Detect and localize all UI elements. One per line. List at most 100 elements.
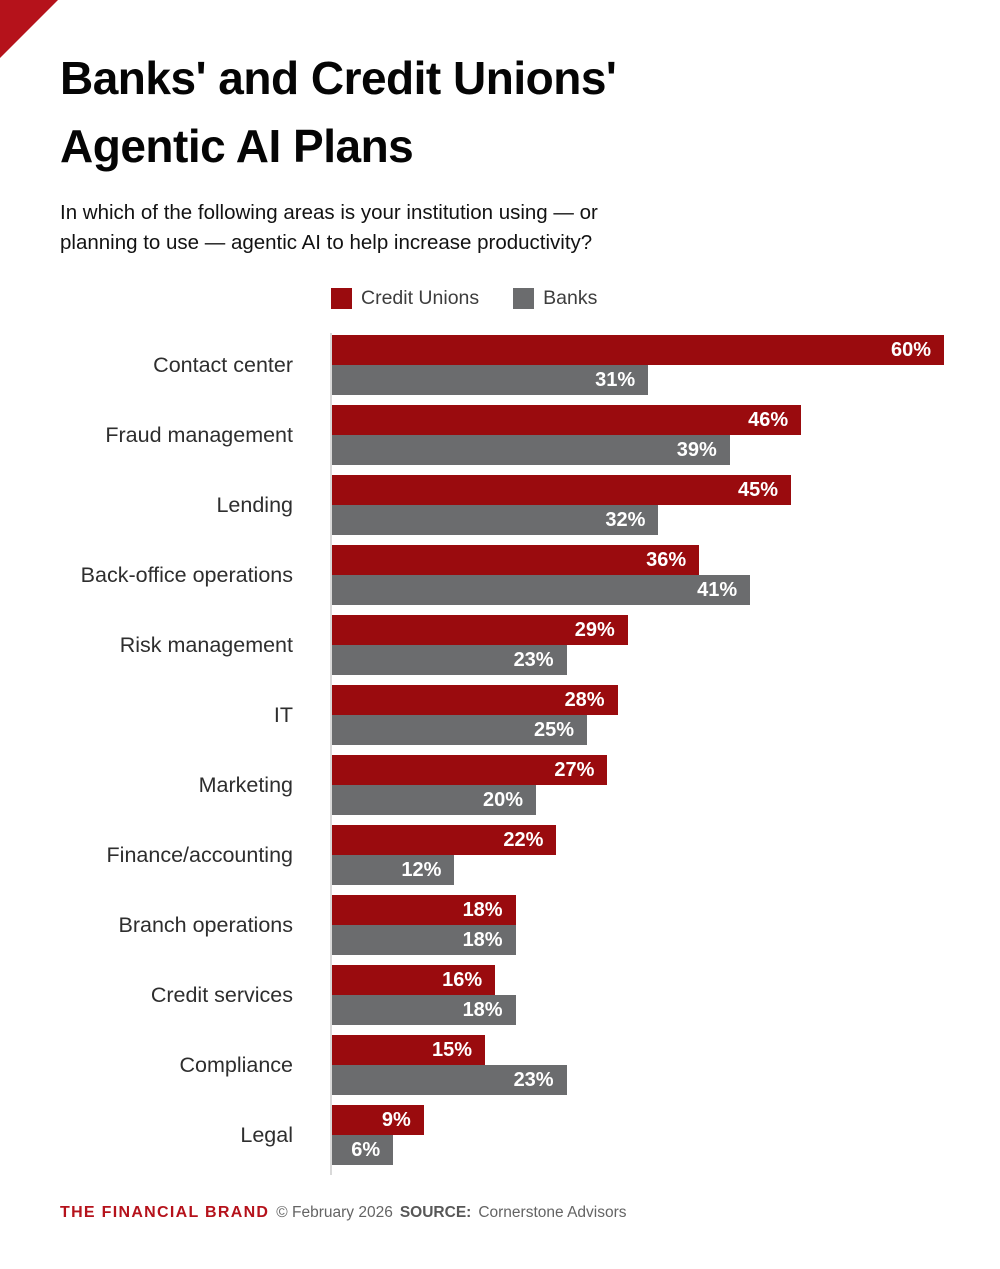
bar-value-label: 32% — [605, 509, 646, 531]
bar-group: 15% 23% — [332, 1035, 1000, 1095]
bar-credit-unions: 18% — [332, 895, 516, 925]
bar-banks: 23% — [332, 1065, 567, 1095]
chart-row-contact-center: Contact center 60% 31% — [0, 335, 1000, 395]
bar-group: 22% 12% — [332, 825, 1000, 885]
chart-row-legal: Legal 9% 6% — [0, 1105, 1000, 1165]
bar-banks: 6% — [332, 1135, 394, 1165]
bar-credit-unions: 45% — [332, 475, 791, 505]
bar-banks: 18% — [332, 925, 516, 955]
bar-value-label: 23% — [513, 649, 554, 671]
brand-logo: THE FINANCIAL BRAND — [60, 1204, 270, 1221]
chart-row-fraud-management: Fraud management 46% 39% — [0, 405, 1000, 465]
page-title-line1: Banks' and Credit Unions' — [60, 52, 617, 104]
bar-credit-unions: 46% — [332, 405, 802, 435]
bar-value-label: 9% — [381, 1109, 411, 1131]
bar-group: 27% 20% — [332, 755, 1000, 815]
category-label: Marketing — [198, 772, 293, 797]
bar-group: 60% 31% — [332, 335, 1000, 395]
bar-credit-unions: 16% — [332, 965, 496, 995]
bar-group: 45% 32% — [332, 475, 1000, 535]
bar-value-label: 20% — [482, 789, 523, 811]
bar-banks: 18% — [332, 995, 516, 1025]
bar-banks: 39% — [332, 435, 730, 465]
bar-credit-unions: 29% — [332, 615, 628, 645]
chart-row-finance-accounting: Finance/accounting 22% 12% — [0, 825, 1000, 885]
category-label: Back-office operations — [80, 562, 293, 587]
bar-value-label: 23% — [513, 1069, 554, 1091]
bar-banks: 20% — [332, 785, 536, 815]
chart-row-credit-services: Credit services 16% 18% — [0, 965, 1000, 1025]
bar-value-label: 6% — [351, 1139, 381, 1161]
bar-group: 28% 25% — [332, 685, 1000, 745]
bar-value-label: 41% — [697, 579, 738, 601]
bar-credit-unions: 60% — [332, 335, 944, 365]
legend-label-banks: Banks — [543, 287, 598, 309]
bar-credit-unions: 22% — [332, 825, 557, 855]
credit-unions-swatch — [331, 288, 352, 309]
bar-credit-unions: 9% — [332, 1105, 424, 1135]
bar-value-label: 36% — [646, 549, 687, 571]
footer-source: Cornerstone Advisors — [478, 1204, 627, 1221]
footer-copyright: © February 2026 — [276, 1204, 393, 1221]
category-label: Risk management — [119, 632, 293, 657]
axis-line — [330, 333, 332, 1175]
bar-value-label: 31% — [595, 369, 636, 391]
bar-chart: Contact center 60% 31% Fraud management 46% 3… — [0, 333, 1000, 1175]
bar-credit-unions: 27% — [332, 755, 608, 785]
bar-banks: 23% — [332, 645, 567, 675]
chart-row-risk-management: Risk management 29% 23% — [0, 615, 1000, 675]
bar-value-label: 12% — [401, 859, 442, 881]
legend-label-credit-unions: Credit Unions — [361, 287, 480, 309]
bar-group: 16% 18% — [332, 965, 1000, 1025]
banks-swatch — [513, 288, 535, 309]
bar-value-label: 45% — [737, 479, 778, 501]
bar-value-label: 22% — [503, 829, 544, 851]
footer: THE FINANCIAL BRAND © February 2026 SOUR… — [60, 1204, 627, 1222]
bar-value-label: 27% — [554, 759, 595, 781]
chart-subtitle-line2: planning to use — agentic AI to help inc… — [60, 231, 593, 254]
bar-value-label: 16% — [442, 969, 483, 991]
bar-value-label: 39% — [676, 439, 717, 461]
category-label: Credit services — [150, 982, 293, 1007]
category-label: IT — [273, 702, 293, 727]
bar-group: 9% 6% — [332, 1105, 1000, 1165]
chart-row-branch-operations: Branch operations 18% 18% — [0, 895, 1000, 955]
bar-banks: 12% — [332, 855, 455, 885]
category-label: Fraud management — [105, 422, 293, 447]
bar-credit-unions: 15% — [332, 1035, 485, 1065]
chart-row-compliance: Compliance 15% 23% — [0, 1035, 1000, 1095]
category-label: Branch operations — [118, 912, 294, 937]
bar-banks: 31% — [332, 365, 649, 395]
legend-item-banks: Banks — [513, 287, 597, 310]
bar-value-label: 18% — [462, 999, 503, 1021]
category-label: Lending — [216, 492, 293, 517]
chart-legend: Credit Unions Banks — [331, 287, 597, 310]
chart-row-lending: Lending 45% 32% — [0, 475, 1000, 535]
bar-group: 18% 18% — [332, 895, 1000, 955]
chart-subtitle-line1: In which of the following areas is your … — [60, 201, 598, 224]
bar-value-label: 15% — [431, 1039, 472, 1061]
corner-accent — [0, 0, 58, 58]
bar-banks: 25% — [332, 715, 587, 745]
bar-value-label: 25% — [533, 719, 574, 741]
category-label: Contact center — [153, 352, 293, 377]
bar-credit-unions: 28% — [332, 685, 618, 715]
footer-source-label: SOURCE: — [399, 1204, 472, 1221]
bar-group: 46% 39% — [332, 405, 1000, 465]
bar-value-label: 29% — [574, 619, 615, 641]
legend-item-credit-unions: Credit Unions — [331, 287, 479, 310]
category-label: Legal — [240, 1122, 293, 1147]
bar-value-label: 28% — [564, 689, 605, 711]
chart-row-back-office-operations: Back-office operations 36% 41% — [0, 545, 1000, 605]
category-label: Finance/accounting — [106, 842, 293, 867]
category-label: Compliance — [179, 1052, 293, 1077]
bar-value-label: 46% — [748, 409, 789, 431]
bar-banks: 41% — [332, 575, 751, 605]
bar-value-label: 60% — [890, 339, 931, 361]
bar-group: 36% 41% — [332, 545, 1000, 605]
bar-credit-unions: 36% — [332, 545, 700, 575]
chart-row-marketing: Marketing 27% 20% — [0, 755, 1000, 815]
bar-value-label: 18% — [462, 899, 503, 921]
page-title: Banks' and Credit Unions' Agentic AI Pla… — [60, 44, 617, 180]
bar-group: 29% 23% — [332, 615, 1000, 675]
